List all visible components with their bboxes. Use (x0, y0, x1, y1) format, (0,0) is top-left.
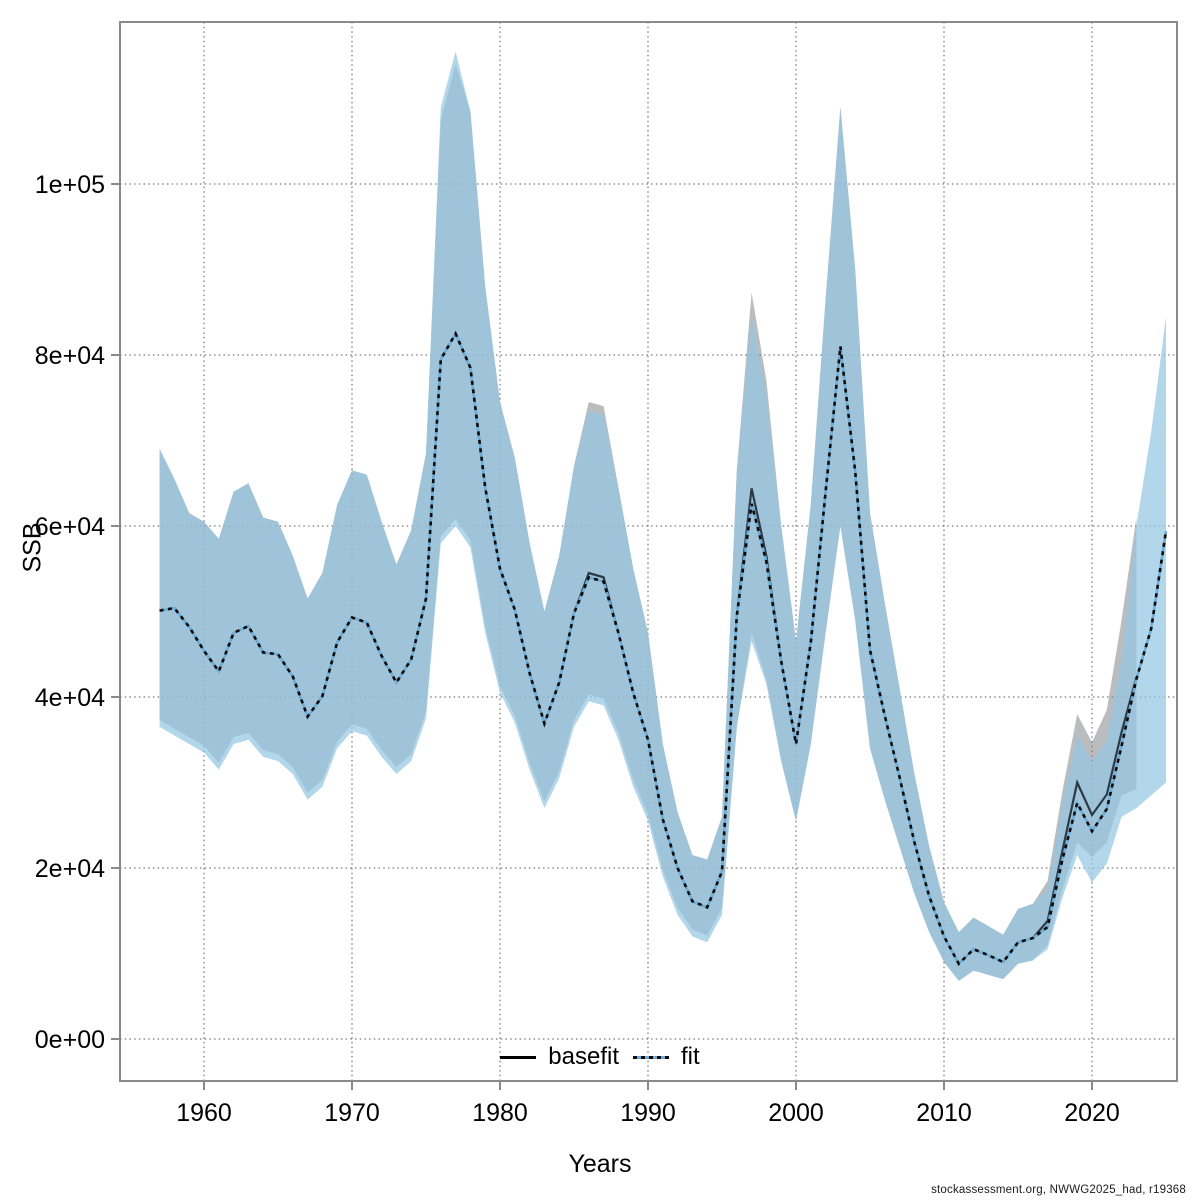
legend-item-basefit: basefit (500, 1043, 619, 1071)
y-axis-title: SSB (18, 522, 47, 573)
x-tick-label: 1960 (176, 1099, 232, 1127)
legend: basefit fit (0, 1043, 1200, 1071)
basefit-line-sample (500, 1055, 537, 1059)
y-tick-label: 1e+05 (35, 171, 105, 199)
y-tick-label: 6e+04 (35, 513, 105, 541)
x-axis-title: Years (568, 1150, 632, 1178)
legend-label-basefit: basefit (548, 1043, 620, 1070)
y-tick-label: 0e+00 (35, 1026, 105, 1054)
ci-band-fit (159, 51, 1167, 981)
legend-item-fit: fit (633, 1043, 700, 1071)
x-tick-label: 2010 (916, 1099, 972, 1127)
x-tick-label: 2020 (1064, 1099, 1120, 1127)
y-tick-label: 4e+04 (35, 684, 105, 712)
fit-line-dotted (159, 330, 1168, 966)
x-tick-label: 2000 (768, 1099, 824, 1127)
watermark-text: stockassessment.org, NWWG2025_had, r1936… (931, 1184, 1186, 1196)
legend-label-fit: fit (681, 1043, 700, 1070)
x-tick-label: 1970 (324, 1099, 380, 1127)
x-tick-label: 1980 (472, 1099, 528, 1127)
y-tick-label: 2e+04 (35, 855, 105, 883)
y-tick-label: 8e+04 (35, 342, 105, 370)
x-tick-label: 1990 (620, 1099, 676, 1127)
fit-line-sample (633, 1055, 670, 1059)
